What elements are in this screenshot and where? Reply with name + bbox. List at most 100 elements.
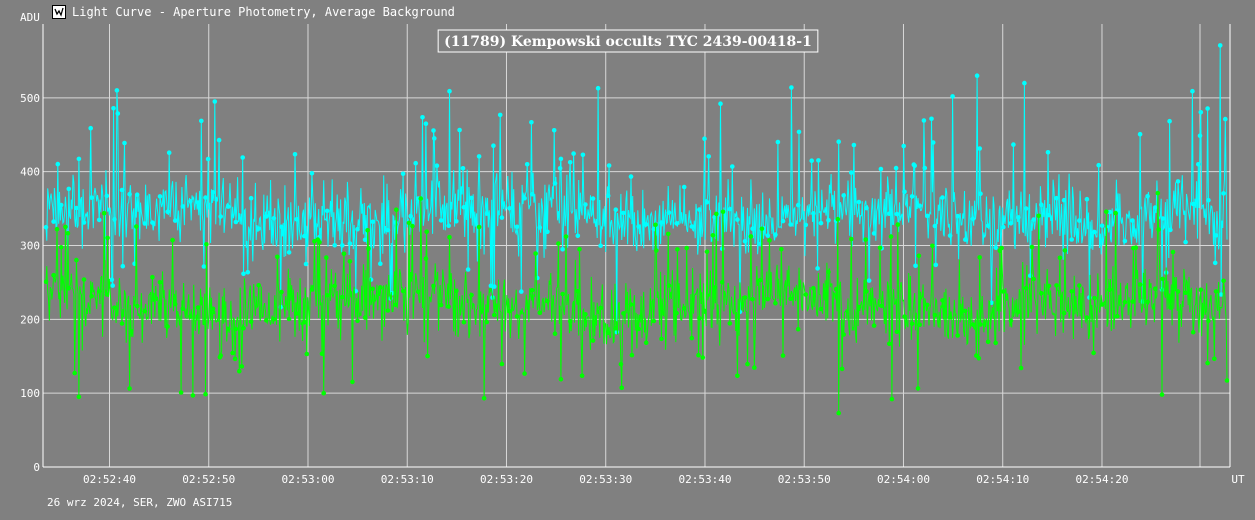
data-point <box>66 286 72 291</box>
data-point <box>976 355 982 361</box>
data-point <box>684 245 689 251</box>
data-point <box>932 312 938 318</box>
data-point <box>1077 218 1082 223</box>
data-point <box>978 191 983 196</box>
data-point <box>970 322 976 327</box>
data-point <box>579 373 585 379</box>
data-point <box>341 251 347 256</box>
data-point <box>74 257 79 263</box>
data-point <box>839 366 845 372</box>
data-point <box>887 211 892 216</box>
title-bar: Light Curve - Aperture Photometry, Avera… <box>52 3 455 21</box>
data-point <box>856 304 862 310</box>
data-point <box>735 217 740 222</box>
data-point <box>788 296 793 302</box>
data-point <box>558 156 564 162</box>
data-point <box>385 227 391 233</box>
data-point <box>1155 190 1161 196</box>
data-point <box>492 284 497 289</box>
data-point <box>1069 237 1074 242</box>
data-point <box>535 275 540 281</box>
data-point <box>89 294 94 299</box>
data-point <box>878 166 884 172</box>
data-point <box>469 195 474 201</box>
data-point <box>759 226 765 232</box>
data-point <box>51 272 56 278</box>
data-point <box>1031 276 1036 282</box>
data-point <box>915 386 921 391</box>
y-axis-label: ADU <box>20 11 40 24</box>
data-point <box>76 156 82 162</box>
data-point <box>1061 310 1067 316</box>
data-point <box>447 88 452 94</box>
data-point <box>1168 305 1173 310</box>
data-point <box>575 233 581 239</box>
data-point <box>1036 213 1041 219</box>
data-point <box>940 298 945 303</box>
data-point <box>529 191 535 197</box>
data-point <box>833 286 839 292</box>
data-point <box>590 196 596 201</box>
data-point <box>199 118 204 124</box>
data-point <box>1077 283 1082 288</box>
data-point <box>674 221 679 226</box>
y-tick-label: 500 <box>20 92 40 105</box>
data-point <box>710 233 716 238</box>
data-point <box>849 236 854 242</box>
data-point <box>1168 227 1173 233</box>
chart-glyph-icon <box>54 7 64 17</box>
data-point <box>895 222 901 227</box>
data-point <box>636 224 641 229</box>
data-point <box>947 315 953 320</box>
y-tick-label: 300 <box>20 240 40 253</box>
data-point <box>172 218 178 223</box>
data-point <box>796 129 802 135</box>
data-point <box>575 289 581 294</box>
x-tick-label: 02:53:30 <box>579 473 632 486</box>
data-point <box>929 116 934 122</box>
data-point <box>841 193 846 198</box>
data-point <box>465 267 471 272</box>
data-point <box>1223 116 1228 122</box>
data-point <box>413 160 419 166</box>
data-point <box>563 234 569 239</box>
data-point <box>275 254 280 260</box>
data-point <box>1029 244 1035 250</box>
data-point <box>1130 218 1135 223</box>
data-point <box>1198 287 1204 293</box>
data-point <box>773 232 778 237</box>
chart-labels: 0 100 200 300 400 500 02:52:40 02:52:50 02:53:00… <box>20 11 1245 486</box>
data-point <box>58 245 64 250</box>
data-point <box>775 139 781 145</box>
data-point <box>294 217 300 222</box>
data-point <box>420 115 425 120</box>
data-point <box>226 326 231 332</box>
data-point <box>1145 194 1150 199</box>
data-point <box>809 158 814 163</box>
data-point <box>1212 260 1218 266</box>
data-point <box>172 301 178 307</box>
data-point <box>43 224 49 230</box>
chart-title-box <box>437 29 819 53</box>
data-point <box>556 241 561 246</box>
data-point <box>955 213 960 219</box>
data-point <box>366 246 371 251</box>
data-point <box>689 335 695 341</box>
data-point <box>522 371 527 376</box>
data-point <box>1224 378 1230 383</box>
data-point <box>469 292 474 298</box>
data-point <box>65 231 71 236</box>
data-point <box>122 140 127 146</box>
data-point <box>332 283 338 289</box>
data-point <box>292 152 298 157</box>
data-point <box>492 312 497 318</box>
data-point <box>1054 283 1059 288</box>
window-title: Light Curve - Aperture Photometry, Avera… <box>72 5 455 19</box>
light-curve-app-icon[interactable] <box>52 5 66 19</box>
data-point <box>1137 282 1143 287</box>
data-point <box>1061 197 1067 203</box>
data-point <box>742 295 748 300</box>
data-point <box>1107 209 1112 215</box>
data-point <box>127 386 132 391</box>
data-point <box>497 112 503 118</box>
